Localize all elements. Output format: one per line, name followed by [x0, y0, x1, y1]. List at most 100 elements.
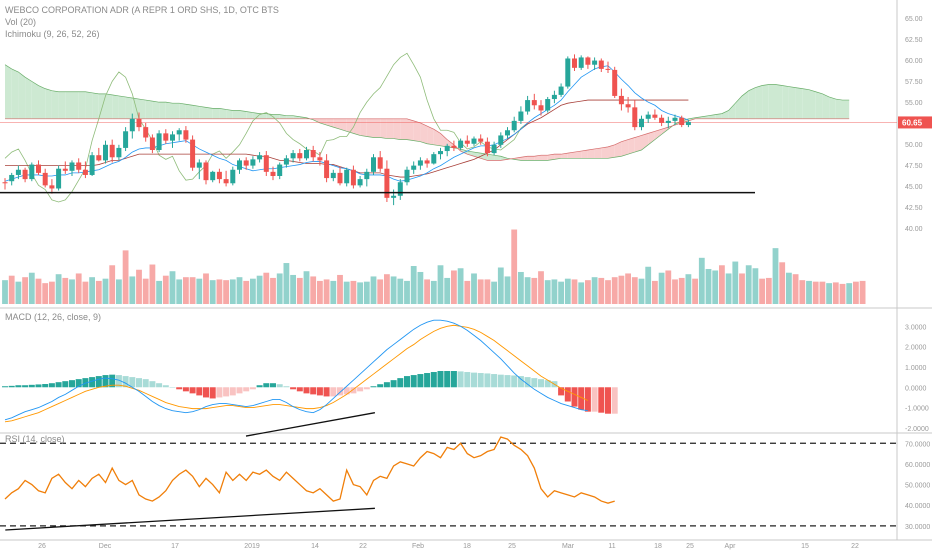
chikou-span-line: [4, 52, 528, 203]
candle-body: [572, 58, 577, 68]
volume-bar: [551, 279, 558, 304]
cloud-segment: [25, 77, 32, 119]
volume-bar: [732, 261, 739, 304]
price-axis-tick: 60.00: [905, 58, 923, 65]
cloud-segment: [105, 93, 113, 119]
macd-histogram-bar: [189, 387, 196, 394]
cloud-segment: [701, 115, 709, 119]
candle-body: [585, 57, 591, 65]
candle-body: [196, 162, 202, 168]
price-axis-tick: 50.00: [905, 142, 923, 149]
candle-body: [417, 160, 423, 166]
cloud-segment: [748, 87, 756, 119]
volume-bar: [625, 273, 631, 304]
volume-bar: [276, 273, 283, 304]
candle-body: [565, 58, 571, 87]
macd-histogram-bar: [330, 387, 337, 397]
volume-bar: [631, 277, 638, 304]
candle-body: [257, 155, 263, 160]
candle-body: [103, 144, 108, 161]
candle-body: [672, 117, 678, 121]
cloud-segment: [775, 84, 783, 119]
volume-bar: [772, 248, 779, 304]
cloud-segment: [232, 110, 240, 119]
volume-bar: [491, 281, 497, 304]
candle-body: [270, 171, 276, 176]
cloud-segment: [386, 118, 394, 139]
macd-histogram-bar: [196, 387, 203, 396]
candle-body: [538, 105, 544, 111]
volume-bar: [149, 264, 156, 304]
candle-body: [22, 169, 28, 180]
macd-histogram-bar: [48, 383, 55, 388]
cloud-segment: [527, 156, 535, 161]
macd-histogram-bar: [156, 383, 163, 388]
candle-body: [76, 162, 82, 170]
volume-bar: [15, 281, 22, 304]
volume-bar: [102, 278, 109, 304]
cloud-segment: [608, 144, 615, 159]
macd-histogram-bar: [524, 377, 531, 388]
volume-bar: [524, 277, 531, 304]
cloud-segment: [5, 64, 12, 119]
volume-bar: [377, 279, 384, 304]
macd-histogram-bar: [236, 387, 243, 394]
cloud-segment: [58, 91, 66, 119]
volume-bar: [82, 281, 89, 304]
time-axis-tick: 18: [463, 543, 471, 550]
candle-body: [384, 168, 390, 198]
macd-histogram-bar: [363, 387, 370, 390]
volume-bar: [303, 271, 310, 304]
macd-histogram-bar: [276, 384, 283, 388]
cloud-segment: [360, 118, 367, 137]
volume-bar: [578, 282, 585, 304]
cloud-segment: [199, 106, 206, 119]
candle-body: [411, 165, 417, 170]
last-price-label: 60.65: [902, 118, 923, 127]
time-axis-tick: Apr: [725, 543, 737, 550]
volume-bar: [518, 271, 524, 304]
volume-bar: [384, 274, 390, 304]
cloud-segment: [420, 122, 428, 144]
volume-bar: [638, 278, 645, 304]
price-axis-tick: 47.50: [905, 163, 923, 170]
cloud-segment: [393, 118, 401, 140]
volume-bar: [739, 273, 745, 304]
cloud-segment: [373, 118, 381, 138]
macd-histogram-bar: [162, 385, 169, 388]
macd-histogram-bar: [310, 387, 317, 395]
volume-bar: [209, 280, 216, 304]
macd-histogram-bar: [55, 382, 62, 388]
candle-body: [464, 140, 470, 144]
candle-body: [491, 144, 497, 154]
volume-bar: [229, 279, 236, 304]
candle-body: [364, 171, 370, 180]
volume-bar: [343, 281, 350, 304]
volume-bar: [2, 280, 8, 304]
volume-bar: [839, 283, 846, 304]
macd-histogram-bar: [457, 371, 464, 388]
candle-body: [350, 169, 356, 186]
volume-bar: [786, 272, 792, 304]
macd-histogram-bar: [437, 371, 444, 388]
candle-body: [679, 117, 685, 126]
candle-body: [163, 133, 169, 141]
time-axis-tick: 14: [311, 543, 319, 550]
volume-bar: [256, 275, 263, 304]
volume-bar: [672, 279, 678, 304]
candle-body: [685, 121, 691, 126]
cloud-segment: [78, 91, 86, 119]
time-axis-tick: 11: [608, 543, 615, 550]
macd-histogram-bar: [417, 374, 424, 388]
cloud-segment: [353, 118, 361, 136]
volume-bar: [538, 271, 544, 304]
macd-histogram-bar: [296, 387, 303, 392]
time-axis-tick: 25: [686, 543, 694, 550]
volume-bar: [585, 280, 591, 304]
volume-bar: [116, 279, 122, 304]
candle-body: [371, 157, 376, 172]
candle-body: [531, 100, 537, 106]
macd-histogram-bar: [397, 378, 404, 388]
candle-body: [391, 195, 397, 198]
ichimoku-legend: Ichimoku (9, 26, 52, 26): [5, 29, 100, 39]
